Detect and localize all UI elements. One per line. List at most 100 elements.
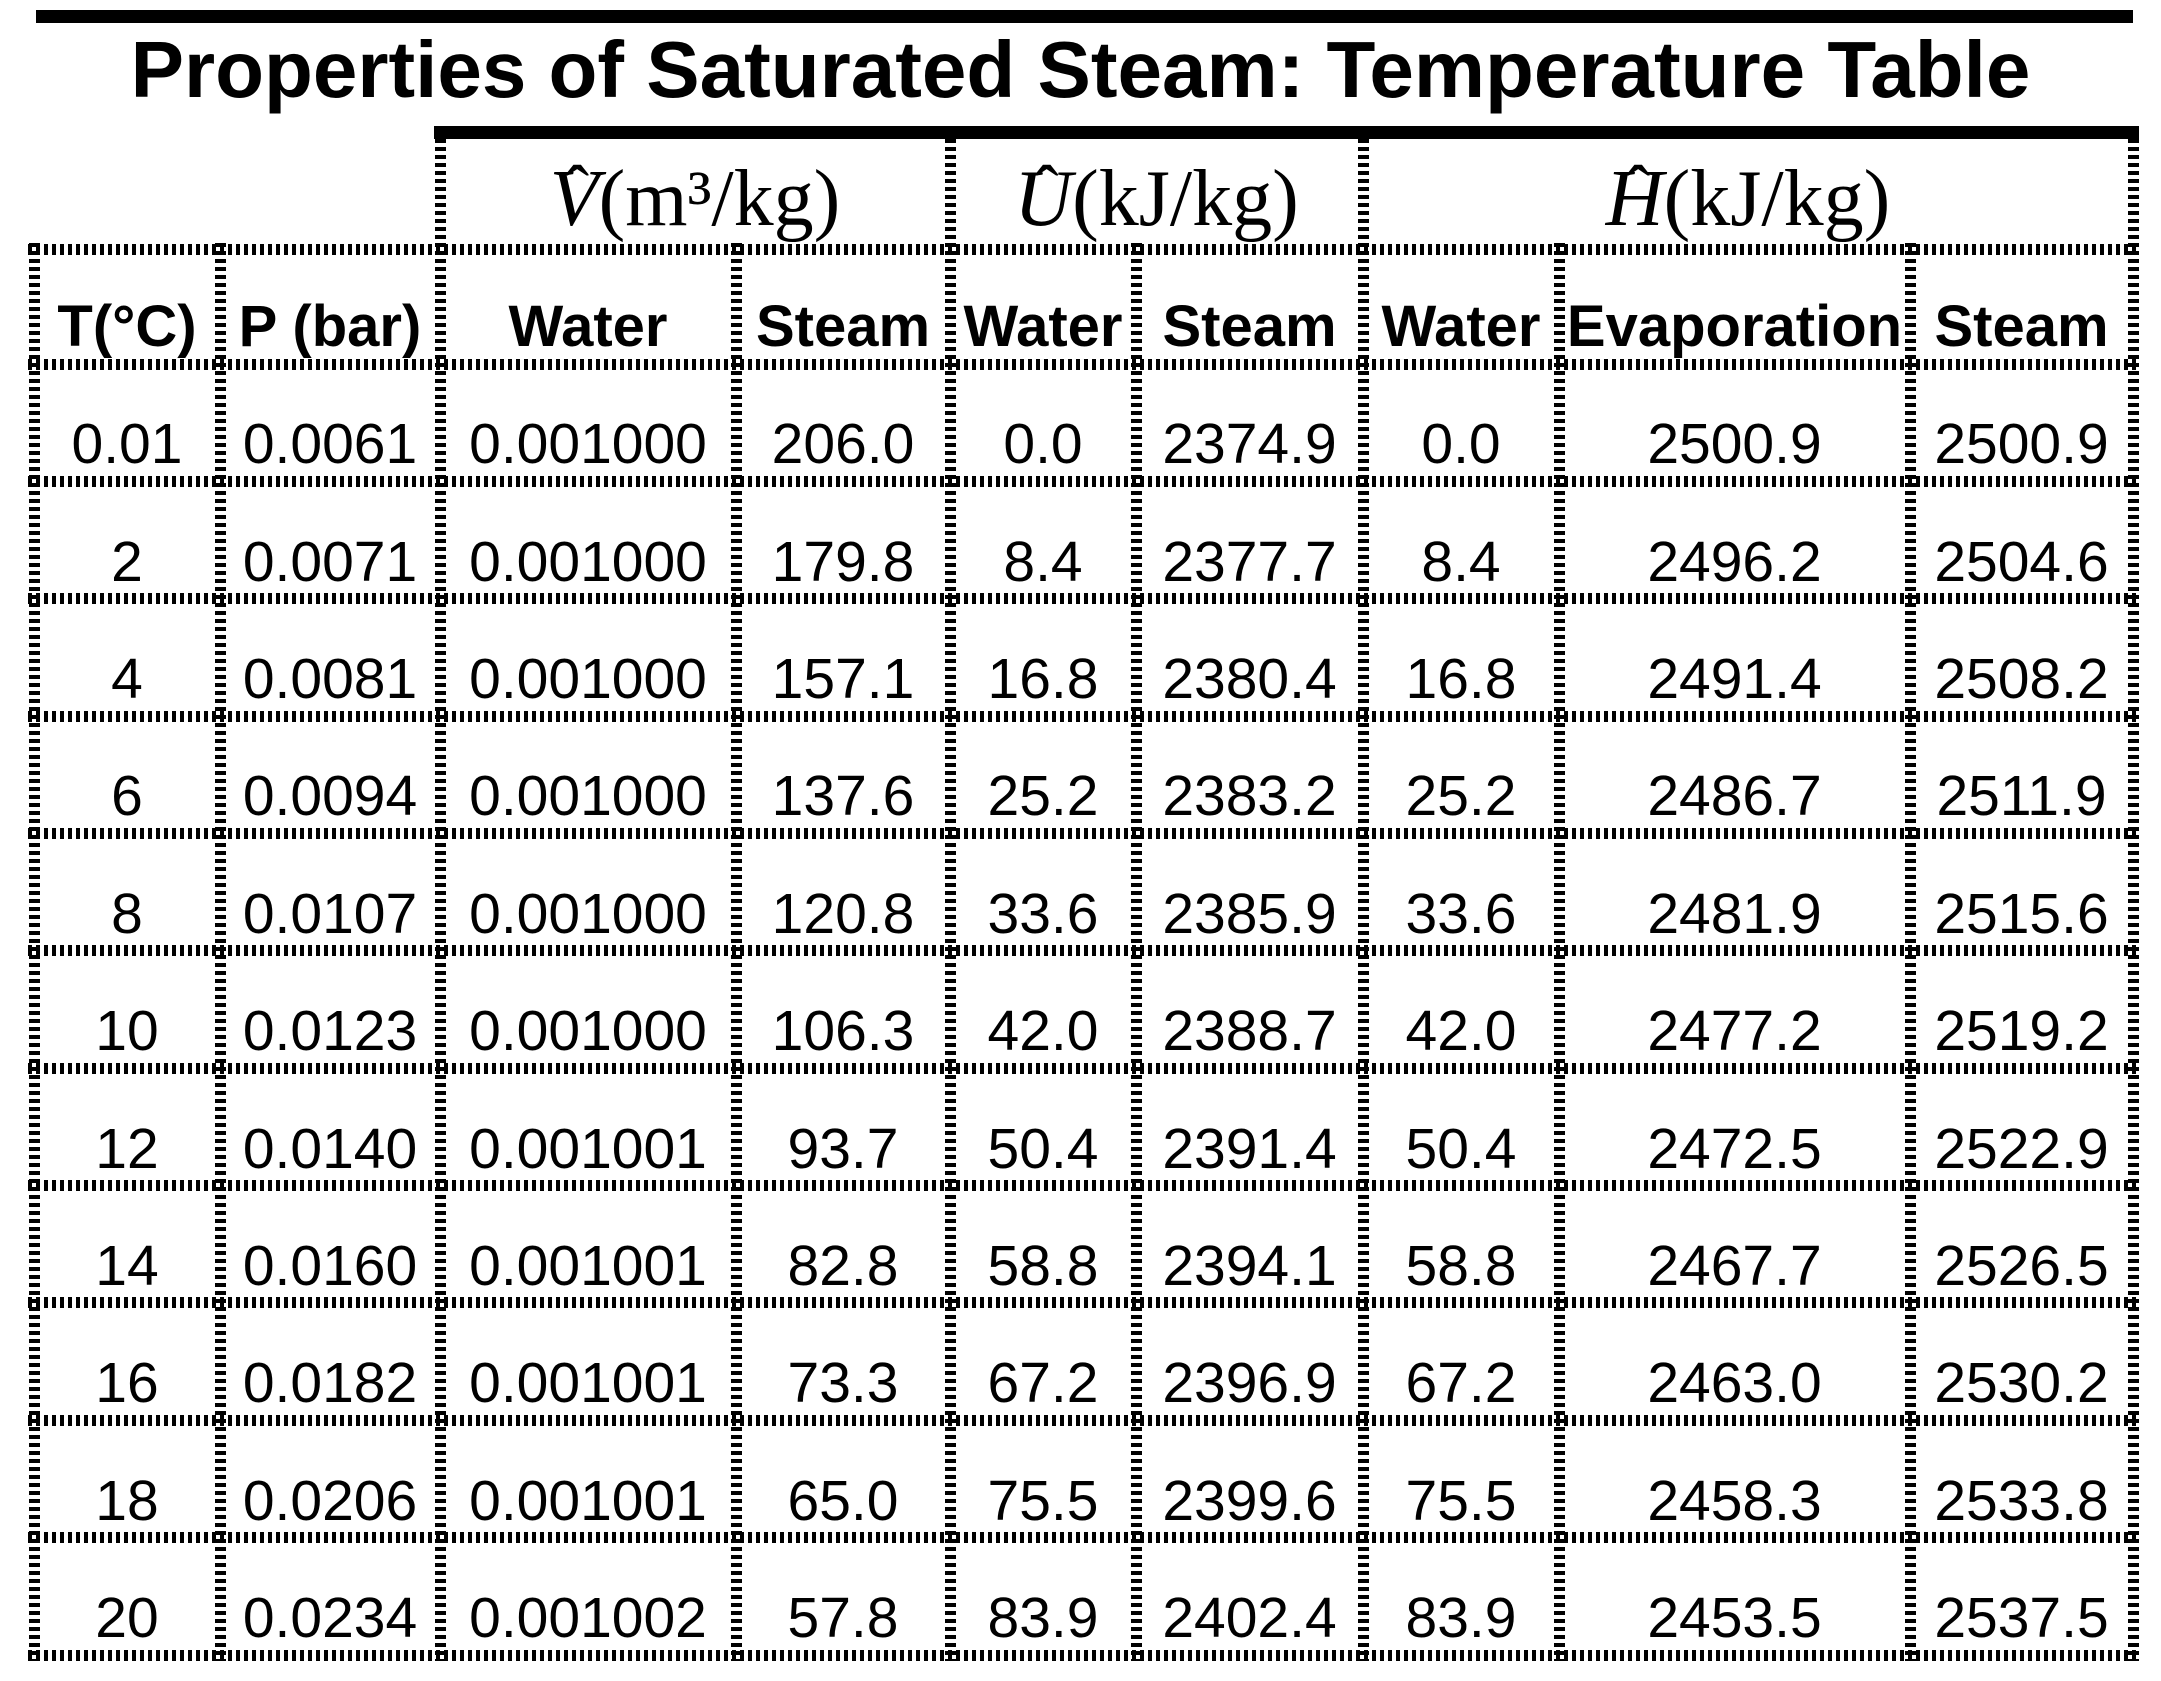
row-divider — [28, 1532, 2139, 1544]
table-cell: 18 — [95, 1468, 159, 1533]
unit-label: (kJ/kg) — [1072, 155, 1299, 243]
table-cell: 75.5 — [987, 1468, 1099, 1533]
column-divider — [28, 243, 40, 1661]
table-cell: 14 — [95, 1233, 159, 1298]
row-divider — [28, 593, 2139, 605]
hat-accent: ˆ — [565, 150, 590, 231]
table-cell: 10 — [95, 999, 159, 1064]
table-cell: 2491.4 — [1647, 647, 1822, 712]
row-divider — [28, 358, 2139, 370]
table-cell: 2500.9 — [1647, 412, 1822, 477]
column-header: P (bar) — [238, 294, 422, 359]
table-cell: 2500.9 — [1934, 412, 2109, 477]
column-header: T(°C) — [57, 294, 197, 359]
table-cell: 0.001001 — [469, 1116, 707, 1181]
column-header: Water — [508, 294, 668, 359]
table-cell: 12 — [95, 1116, 159, 1181]
table-cell: 2385.9 — [1162, 881, 1337, 946]
table-cell: 16 — [95, 1351, 159, 1416]
table-cell: 2522.9 — [1934, 1116, 2109, 1181]
steam-table: T(°C) P (bar) Water Steam Water Steam Water Eva… — [34, 249, 2133, 1655]
table-cell: 0.0081 — [242, 647, 418, 712]
supercolumn-specific-volume: ˆ V (m³/kg) — [440, 139, 950, 249]
table-cell: 2511.9 — [1936, 764, 2107, 829]
row-divider — [28, 1649, 2139, 1661]
row-divider — [28, 1297, 2139, 1309]
supercolumn-enthalpy: ˆ H (kJ/kg) — [1363, 139, 2133, 249]
symbol-letter: U — [1014, 155, 1073, 243]
table-cell: 16.8 — [987, 647, 1099, 712]
table-cell: 2467.7 — [1647, 1233, 1822, 1298]
table-cell: 2496.2 — [1647, 529, 1822, 594]
supercolumn-internal-energy: ˆ U (kJ/kg) — [950, 139, 1363, 249]
column-header: Water — [963, 294, 1123, 359]
column-divider — [434, 139, 446, 1661]
table-cell: 120.8 — [771, 881, 915, 946]
table-cell: 16.8 — [1405, 647, 1517, 712]
column-divider — [2127, 139, 2139, 1661]
hat-accent: ˆ — [1626, 150, 1651, 231]
table-cell: 0.001001 — [469, 1233, 707, 1298]
table-cell: 0.0123 — [242, 999, 418, 1064]
table-cell: 2388.7 — [1162, 999, 1337, 1064]
table-cell: 2504.6 — [1934, 529, 2109, 594]
table-cell: 2481.9 — [1647, 881, 1822, 946]
symbol-letter: V — [549, 155, 599, 243]
table-cell: 25.2 — [987, 764, 1099, 829]
column-header: Steam — [1934, 294, 2109, 359]
table-cell: 179.8 — [771, 529, 915, 594]
table-cell: 50.4 — [1405, 1116, 1517, 1181]
row-divider — [28, 1062, 2139, 1074]
table-cell: 0.0182 — [242, 1351, 418, 1416]
table-cell: 0.001001 — [469, 1351, 707, 1416]
table-cell: 25.2 — [1405, 764, 1517, 829]
table-cell: 0.0 — [1003, 412, 1083, 477]
page-title: Properties of Saturated Steam: Temperatu… — [130, 25, 2031, 114]
table-cell: 2383.2 — [1162, 764, 1337, 829]
table-cell: 0.001000 — [469, 647, 707, 712]
table-cell: 65.0 — [787, 1468, 899, 1533]
table-cell: 2515.6 — [1934, 881, 2109, 946]
table-cell: 8.4 — [1421, 529, 1501, 594]
table-cell: 6 — [111, 764, 143, 829]
table-cell: 137.6 — [771, 764, 915, 829]
column-divider — [1357, 139, 1369, 1661]
table-cell: 4 — [111, 647, 143, 712]
table-cell: 0.0107 — [242, 881, 418, 946]
row-divider — [28, 1414, 2139, 1426]
column-header: Water — [1381, 294, 1541, 359]
unit-label: (m³/kg) — [598, 155, 841, 243]
table-cell: 42.0 — [987, 999, 1099, 1064]
column-header: Steam — [755, 294, 931, 359]
unit-label: (kJ/kg) — [1663, 155, 1891, 243]
table-cell: 82.8 — [787, 1233, 899, 1298]
table-cell: 93.7 — [787, 1116, 899, 1181]
table-cell: 0.001000 — [469, 999, 707, 1064]
table-cell: 0.01 — [71, 412, 183, 477]
table-cell: 33.6 — [1405, 881, 1517, 946]
table-cell: 58.8 — [987, 1233, 1099, 1298]
table-cell: 8.4 — [1003, 529, 1083, 594]
hat-accent: ˆ — [1034, 150, 1059, 231]
table-cell: 75.5 — [1405, 1468, 1517, 1533]
table-cell: 2402.4 — [1162, 1586, 1337, 1650]
column-divider — [1130, 243, 1142, 1661]
table-cell: 2396.9 — [1162, 1351, 1337, 1416]
column-header: Evaporation — [1566, 294, 1903, 359]
table-cell: 0.001000 — [469, 412, 707, 477]
table-cell: 157.1 — [771, 647, 915, 712]
table-cell: 0.0160 — [242, 1233, 418, 1298]
table-cell: 0.001001 — [469, 1468, 707, 1533]
table-cell: 2472.5 — [1647, 1116, 1822, 1181]
top-rule — [36, 10, 2133, 23]
table-cell: 2530.2 — [1934, 1351, 2109, 1416]
table-cell: 50.4 — [987, 1116, 1099, 1181]
column-header: Steam — [1162, 294, 1337, 359]
table-cell: 2399.6 — [1162, 1468, 1337, 1533]
table-cell: 2453.5 — [1647, 1586, 1822, 1650]
table-cell: 0.0140 — [242, 1116, 418, 1181]
table-cell: 67.2 — [1405, 1351, 1517, 1416]
table-cell: 2374.9 — [1162, 412, 1337, 477]
